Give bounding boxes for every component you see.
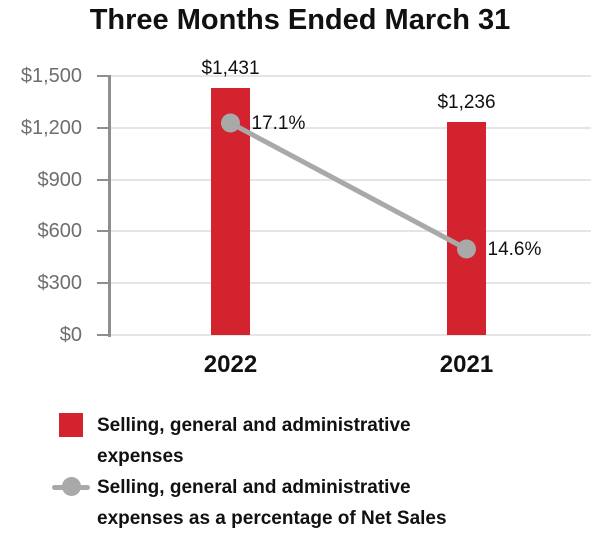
y-gridline — [111, 178, 591, 181]
y-axis-label: $900 — [37, 168, 83, 191]
y-axis-label: $300 — [37, 272, 83, 295]
chart-title: Three Months Ended March 31 — [89, 4, 511, 36]
y-gridline — [111, 126, 591, 129]
bar-2022 — [211, 87, 250, 335]
y-axis-tick — [97, 282, 111, 285]
y-axis-label: $1,200 — [20, 116, 82, 139]
x-axis-label-2022: 2022 — [203, 351, 258, 378]
y-axis-tick — [97, 230, 111, 233]
bar-swatch-icon — [59, 413, 83, 437]
bar-value-label-2021: $1,236 — [437, 91, 496, 113]
legend-marker-bar — [52, 410, 97, 441]
bar-value-label-2022: $1,431 — [201, 57, 260, 79]
legend-marker-line — [52, 472, 97, 503]
percent-label-2021: 14.6% — [487, 239, 542, 260]
legend: Selling, general and administrative expe… — [52, 410, 582, 534]
y-axis-tick — [97, 334, 111, 336]
y-gridline — [111, 282, 591, 285]
legend-label-line: expenses — [97, 446, 184, 467]
y-axis-label: $600 — [37, 220, 83, 243]
y-gridline — [111, 75, 591, 77]
y-axis-tick — [97, 75, 111, 77]
y-axis-label: $0 — [59, 324, 82, 346]
y-axis-tick — [97, 126, 111, 129]
legend-item-expenses: Selling, general and administrative expe… — [52, 410, 582, 472]
legend-label-line: Selling, general and administrative — [97, 477, 411, 498]
legend-label-line: expenses as a percentage of Net Sales — [97, 508, 447, 529]
y-axis-tick — [97, 178, 111, 181]
legend-label-percentage: Selling, general and administrative expe… — [97, 472, 447, 534]
legend-item-percentage: Selling, general and administrative expe… — [52, 472, 582, 534]
y-axis-line — [108, 75, 111, 337]
bar-2021 — [447, 121, 486, 335]
percent-label-2022: 17.1% — [251, 113, 306, 134]
y-gridline — [111, 334, 591, 336]
dot-swatch-icon — [62, 477, 81, 496]
y-gridline — [111, 230, 591, 233]
legend-label-line: Selling, general and administrative — [97, 415, 411, 436]
legend-label-expenses: Selling, general and administrative expe… — [97, 410, 411, 472]
x-axis-label-2021: 2021 — [439, 351, 494, 378]
y-axis-label: $1,500 — [20, 65, 82, 87]
